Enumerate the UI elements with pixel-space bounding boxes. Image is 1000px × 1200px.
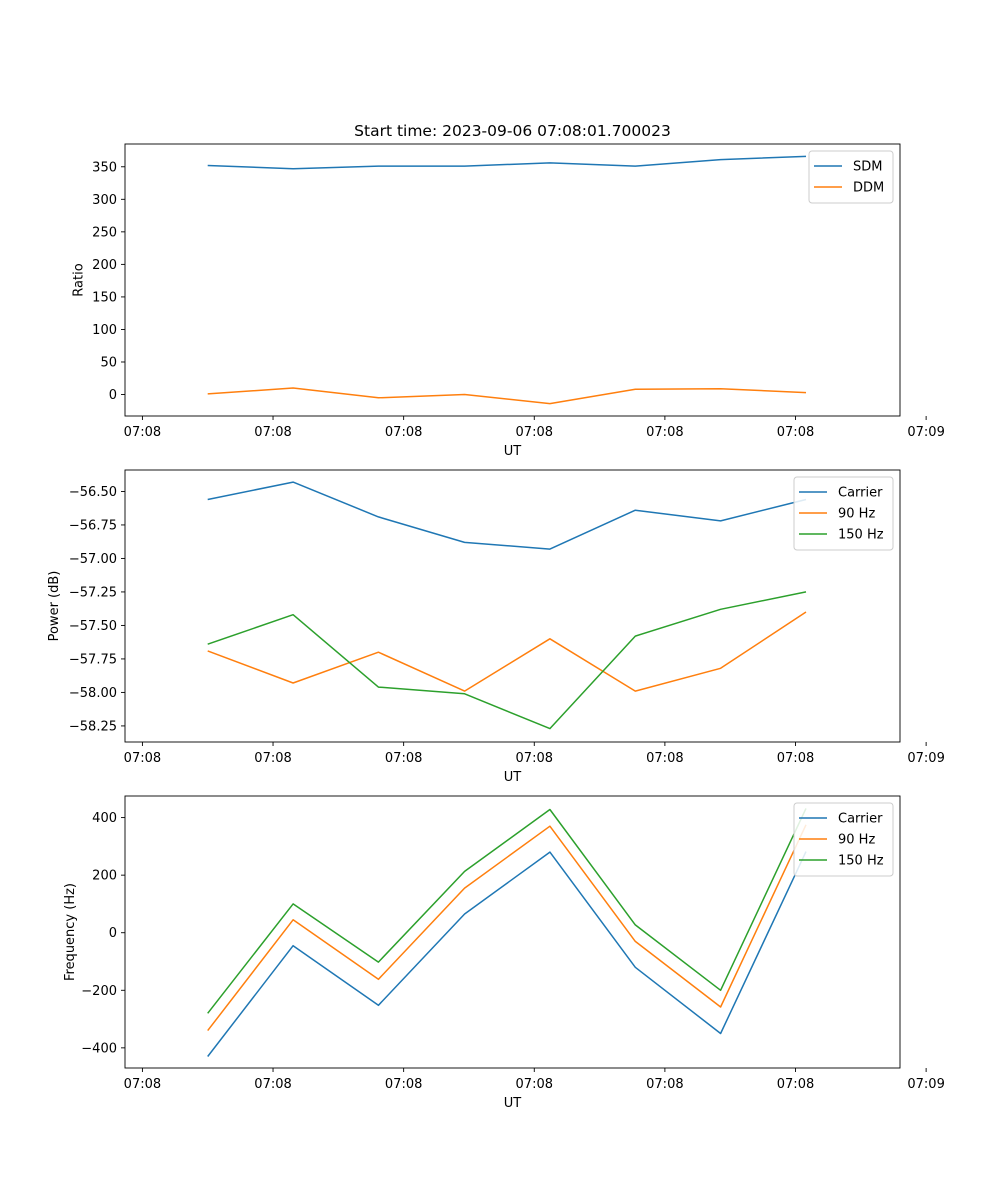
y-tick-label: 50 — [100, 355, 117, 370]
y-axis-label: Power (dB) — [47, 571, 62, 642]
x-tick-label: 07:09 — [907, 751, 944, 766]
y-tick-label: 0 — [109, 926, 117, 941]
legend-label: DDM — [853, 181, 884, 196]
axes-frame — [124, 143, 901, 417]
series-line-carrier — [207, 481, 807, 550]
legend-label: 150 Hz — [838, 854, 884, 869]
y-tick-label: 100 — [92, 323, 117, 338]
x-tick-label: 07:08 — [777, 1077, 814, 1092]
y-tick-label: −58.25 — [69, 719, 117, 734]
legend-label: 150 Hz — [838, 528, 884, 543]
legend-label: Carrier — [838, 486, 883, 501]
series-line-carrier — [207, 851, 807, 1057]
y-tick-label: −57.25 — [69, 585, 117, 600]
x-tick-label: 07:08 — [646, 1077, 683, 1092]
x-tick-label: 07:08 — [254, 1077, 291, 1092]
series-line-sdm — [207, 155, 807, 170]
y-tick-label: −58.00 — [69, 686, 117, 701]
chart-panel-1: 07:08 07:08 07:08 07:08 07:08 07:08 07:09 −58.2… — [47, 469, 945, 785]
x-tick-label: 07:08 — [777, 751, 814, 766]
legend-label: Carrier — [838, 812, 883, 827]
x-tick-label: 07:08 — [646, 425, 683, 440]
legend-box — [793, 476, 894, 551]
y-tick-label: 200 — [92, 869, 117, 884]
y-tick-label: 400 — [92, 811, 117, 826]
x-tick-label: 07:08 — [124, 425, 161, 440]
series-line-150-hz — [207, 808, 807, 1014]
chart-title: Start time: 2023-09-06 07:08:01.700023 — [354, 122, 671, 140]
y-tick-label: 250 — [92, 225, 117, 240]
axes-frame — [124, 795, 901, 1069]
x-tick-label: 07:08 — [385, 425, 422, 440]
y-tick-label: 150 — [92, 290, 117, 305]
y-tick-label: −56.50 — [69, 485, 117, 500]
y-tick-label: 200 — [92, 258, 117, 273]
legend: Carrier 90 Hz 150 Hz — [793, 802, 894, 877]
legend: Carrier 90 Hz 150 Hz — [793, 476, 894, 551]
x-tick-label: 07:08 — [646, 751, 683, 766]
x-axis-label: UT — [504, 770, 522, 785]
chart-panel-2: 07:08 07:08 07:08 07:08 07:08 07:08 07:09 −400 −… — [63, 795, 945, 1111]
x-tick-label: 07:08 — [516, 1077, 553, 1092]
y-tick-label: −57.50 — [69, 619, 117, 634]
x-tick-label: 07:09 — [907, 425, 944, 440]
x-tick-label: 07:08 — [516, 751, 553, 766]
legend-box — [808, 150, 894, 204]
series-line-ddm — [207, 387, 807, 405]
x-axis-label: UT — [504, 1096, 522, 1111]
x-tick-label: 07:08 — [385, 1077, 422, 1092]
x-tick-label: 07:08 — [777, 425, 814, 440]
x-tick-label: 07:08 — [254, 751, 291, 766]
y-tick-label: −400 — [81, 1041, 117, 1056]
x-tick-label: 07:08 — [124, 1077, 161, 1092]
series-line-90-hz — [207, 611, 807, 692]
y-tick-label: 0 — [109, 388, 117, 403]
y-tick-label: −57.75 — [69, 652, 117, 667]
y-tick-label: 300 — [92, 193, 117, 208]
y-tick-label: 350 — [92, 160, 117, 175]
y-axis-label: Frequency (Hz) — [63, 883, 78, 981]
legend-label: 90 Hz — [838, 833, 875, 848]
axes-frame — [124, 469, 901, 743]
legend: SDM DDM — [808, 150, 894, 204]
x-tick-label: 07:09 — [907, 1077, 944, 1092]
x-tick-label: 07:08 — [516, 425, 553, 440]
legend-label: SDM — [853, 160, 882, 175]
x-axis-label: UT — [504, 444, 522, 459]
chart-panel-0: Start time: 2023-09-06 07:08:01.700023 07… — [71, 122, 944, 459]
y-axis-label: Ratio — [71, 263, 86, 296]
x-tick-label: 07:08 — [124, 751, 161, 766]
y-tick-label: −56.75 — [69, 518, 117, 533]
legend-label: 90 Hz — [838, 507, 875, 522]
legend-box — [793, 802, 894, 877]
series-line-90-hz — [207, 824, 807, 1032]
y-tick-label: −200 — [81, 984, 117, 999]
x-tick-label: 07:08 — [254, 425, 291, 440]
series-line-150-hz — [207, 591, 807, 730]
y-tick-label: −57.00 — [69, 552, 117, 567]
x-tick-label: 07:08 — [385, 751, 422, 766]
